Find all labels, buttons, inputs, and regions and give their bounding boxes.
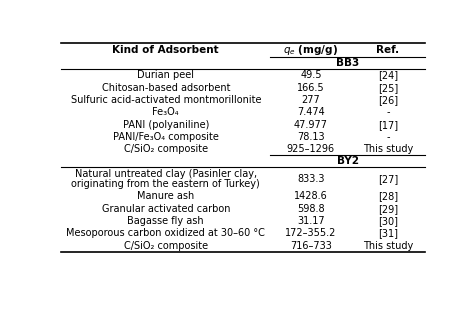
Text: Mesoporous carbon oxidized at 30–60 °C: Mesoporous carbon oxidized at 30–60 °C <box>66 228 265 239</box>
Text: Kind of Adsorbent: Kind of Adsorbent <box>112 45 219 55</box>
Text: PANI (polyaniline): PANI (polyaniline) <box>123 120 209 130</box>
Text: [30]: [30] <box>378 216 398 226</box>
Text: originating from the eastern of Turkey): originating from the eastern of Turkey) <box>72 179 260 189</box>
Text: 598.8: 598.8 <box>297 204 325 214</box>
Text: Durian peel: Durian peel <box>137 70 194 80</box>
Text: C/SiO₂ composite: C/SiO₂ composite <box>124 241 208 251</box>
Text: -: - <box>386 107 390 117</box>
Text: 277: 277 <box>301 95 320 105</box>
Text: Bagasse fly ash: Bagasse fly ash <box>128 216 204 226</box>
Text: 7.474: 7.474 <box>297 107 325 117</box>
Text: 833.3: 833.3 <box>297 174 325 184</box>
Text: Natural untreated clay (Pasinler clay,: Natural untreated clay (Pasinler clay, <box>75 169 257 179</box>
Text: 78.13: 78.13 <box>297 132 325 142</box>
Text: 172–355.2: 172–355.2 <box>285 228 337 239</box>
Text: BY2: BY2 <box>337 156 359 166</box>
Text: -: - <box>386 132 390 142</box>
Text: 1428.6: 1428.6 <box>294 191 328 202</box>
Text: Ref.: Ref. <box>376 45 400 55</box>
Text: 31.17: 31.17 <box>297 216 325 226</box>
Text: Fe₃O₄: Fe₃O₄ <box>153 107 179 117</box>
Text: PANI/Fe₃O₄ composite: PANI/Fe₃O₄ composite <box>113 132 219 142</box>
Text: [27]: [27] <box>378 174 398 184</box>
Text: This study: This study <box>363 241 413 251</box>
Text: [24]: [24] <box>378 70 398 80</box>
Text: $q_e$ (mg/g): $q_e$ (mg/g) <box>283 43 338 57</box>
Text: 716–733: 716–733 <box>290 241 332 251</box>
Text: 925–1296: 925–1296 <box>287 144 335 154</box>
Text: Sulfuric acid-activated montmorillonite: Sulfuric acid-activated montmorillonite <box>71 95 261 105</box>
Text: [17]: [17] <box>378 120 398 130</box>
Text: [31]: [31] <box>378 228 398 239</box>
Text: 47.977: 47.977 <box>294 120 328 130</box>
Text: [25]: [25] <box>378 83 398 93</box>
Text: [29]: [29] <box>378 204 398 214</box>
Text: 49.5: 49.5 <box>300 70 322 80</box>
Text: Chitosan-based adsorbent: Chitosan-based adsorbent <box>101 83 230 93</box>
Text: C/SiO₂ composite: C/SiO₂ composite <box>124 144 208 154</box>
Text: [26]: [26] <box>378 95 398 105</box>
Text: Manure ash: Manure ash <box>137 191 194 202</box>
Text: 166.5: 166.5 <box>297 83 325 93</box>
Text: This study: This study <box>363 144 413 154</box>
Text: [28]: [28] <box>378 191 398 202</box>
Text: Granular activated carbon: Granular activated carbon <box>101 204 230 214</box>
Text: BB3: BB3 <box>336 58 359 68</box>
